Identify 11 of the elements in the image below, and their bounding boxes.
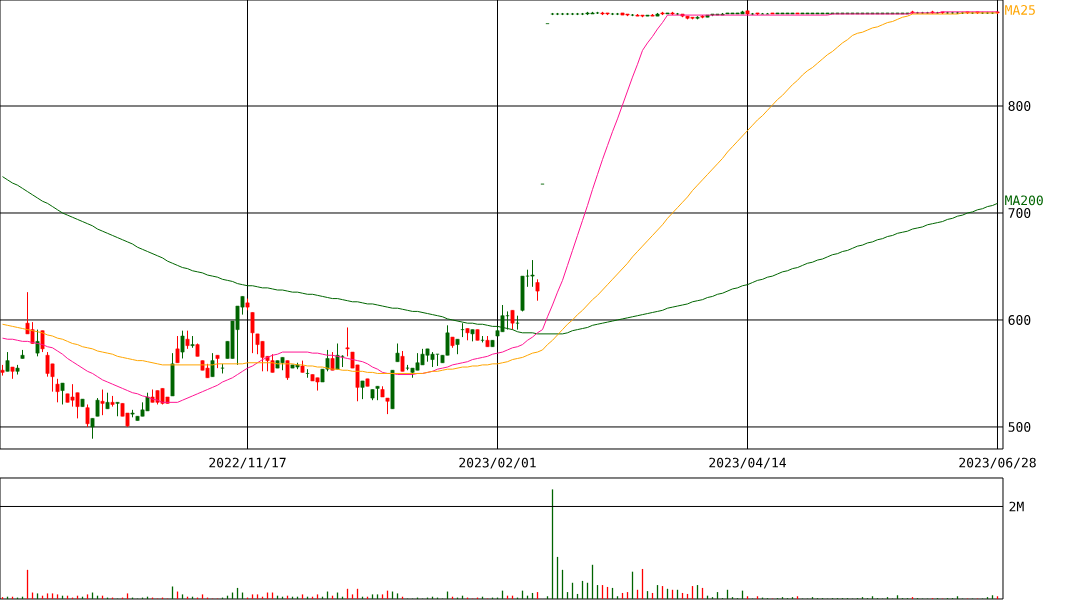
x-tick-label: 2023/04/14 — [709, 457, 787, 469]
series-label: MA200 — [1005, 195, 1043, 206]
y-tick-label: 800 — [1008, 101, 1031, 111]
x-tick-label: 2023/06/28 — [959, 457, 1036, 469]
series-label: MA25 — [1005, 5, 1035, 15]
y-tick-label: 500 — [1008, 422, 1031, 432]
y-tick-label: 700 — [1008, 208, 1031, 218]
ref-line-label: 2M — [1009, 501, 1024, 512]
y-tick-label: 600 — [1008, 315, 1031, 325]
x-tick-label: 2022/11/17 — [209, 457, 286, 469]
x-tick-label: 2023/02/01 — [459, 457, 536, 469]
